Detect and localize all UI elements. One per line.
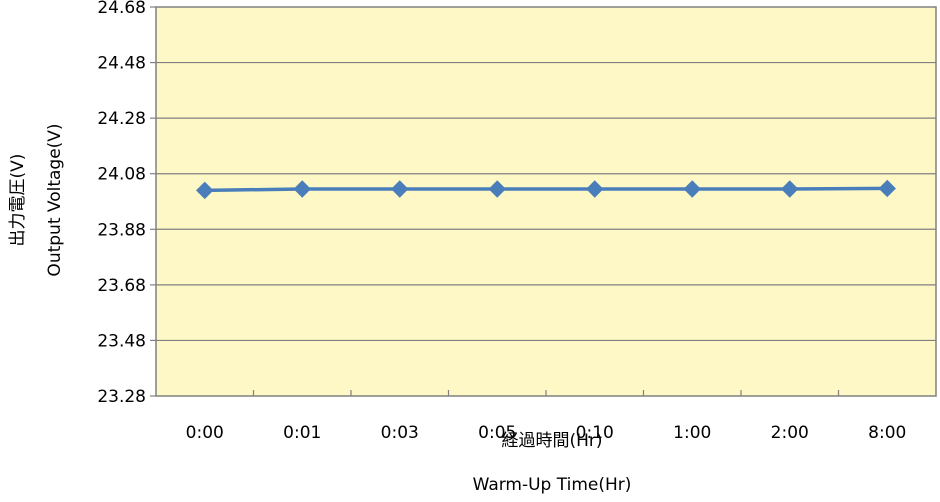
x-tick-label: 0:00 — [186, 423, 224, 443]
data-point-marker — [391, 180, 409, 198]
x-axis-ticks: 0:00 0:01 0:03 0:05 0:10 1:00 2:00 8:00 — [186, 390, 906, 443]
series-line-layer — [204, 186, 888, 193]
y-tick-label: 23.48 — [97, 331, 146, 351]
data-point-marker — [878, 179, 896, 198]
y-axis-title-en: Output Voltage(V) — [45, 123, 65, 276]
y-tick-label: 23.28 — [97, 387, 146, 407]
plot-area — [155, 6, 937, 397]
x-tick-label: 2:00 — [771, 423, 809, 443]
y-tick-label: 24.08 — [97, 165, 146, 185]
series-markers — [196, 179, 896, 200]
y-tick-label: 24.28 — [97, 109, 146, 129]
y-tick-label: 24.68 — [97, 0, 146, 18]
x-tick-label: 0:03 — [381, 423, 419, 443]
data-point-marker — [488, 180, 506, 198]
data-point-marker — [586, 180, 604, 198]
series-line — [204, 186, 888, 193]
y-tick-label: 23.88 — [97, 220, 146, 240]
data-point-marker — [196, 181, 214, 200]
data-point-marker — [781, 180, 799, 198]
y-axis-ticks: 24.68 24.48 24.28 24.08 23.88 23.68 23.48 23.28 — [97, 0, 156, 407]
x-axis-title-en: Warm-Up Time(Hr) — [473, 475, 632, 495]
x-tick-label: 8:00 — [868, 423, 906, 443]
x-tick-label: 0:01 — [283, 423, 321, 443]
gridlines — [156, 61, 936, 342]
x-tick-label: 0:10 — [576, 423, 614, 443]
y-tick-label: 24.48 — [97, 54, 146, 74]
x-tick-label: 0:05 — [478, 423, 516, 443]
y-axis-title-ja: 出力電圧(V) — [8, 154, 28, 247]
y-tick-label: 23.68 — [97, 276, 146, 296]
x-axis-title-ja: 経過時間(Hr) — [501, 431, 602, 451]
x-tick-label: 1:00 — [673, 423, 711, 443]
data-point-marker — [683, 180, 701, 198]
data-point-marker — [293, 180, 311, 198]
